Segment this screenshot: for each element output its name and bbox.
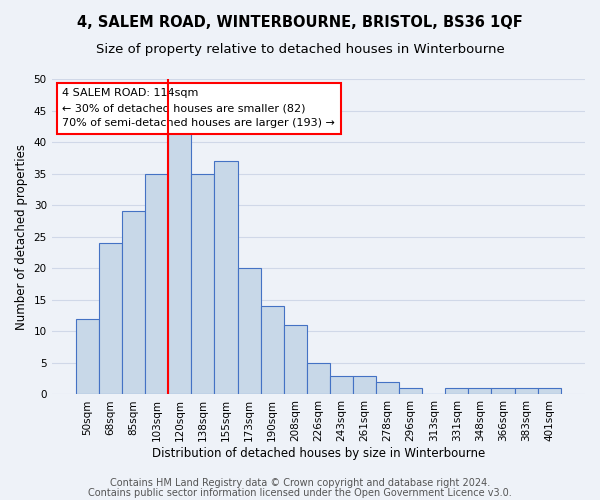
- Text: 4, SALEM ROAD, WINTERBOURNE, BRISTOL, BS36 1QF: 4, SALEM ROAD, WINTERBOURNE, BRISTOL, BS…: [77, 15, 523, 30]
- Y-axis label: Number of detached properties: Number of detached properties: [15, 144, 28, 330]
- Bar: [145, 174, 168, 394]
- Text: Contains HM Land Registry data © Crown copyright and database right 2024.: Contains HM Land Registry data © Crown c…: [110, 478, 490, 488]
- Bar: [99, 243, 122, 394]
- Bar: [445, 388, 469, 394]
- Bar: [469, 388, 491, 394]
- Text: 4 SALEM ROAD: 114sqm
← 30% of detached houses are smaller (82)
70% of semi-detac: 4 SALEM ROAD: 114sqm ← 30% of detached h…: [62, 88, 335, 128]
- Text: Size of property relative to detached houses in Winterbourne: Size of property relative to detached ho…: [95, 42, 505, 56]
- Bar: [191, 174, 214, 394]
- Bar: [214, 161, 238, 394]
- Text: Contains public sector information licensed under the Open Government Licence v3: Contains public sector information licen…: [88, 488, 512, 498]
- Bar: [491, 388, 515, 394]
- Bar: [515, 388, 538, 394]
- Bar: [122, 212, 145, 394]
- Bar: [284, 325, 307, 394]
- Bar: [538, 388, 561, 394]
- Bar: [399, 388, 422, 394]
- Bar: [238, 268, 260, 394]
- Bar: [168, 130, 191, 394]
- Bar: [353, 376, 376, 394]
- Bar: [76, 318, 99, 394]
- Bar: [307, 363, 330, 394]
- Bar: [330, 376, 353, 394]
- Bar: [260, 306, 284, 394]
- X-axis label: Distribution of detached houses by size in Winterbourne: Distribution of detached houses by size …: [152, 447, 485, 460]
- Bar: [376, 382, 399, 394]
